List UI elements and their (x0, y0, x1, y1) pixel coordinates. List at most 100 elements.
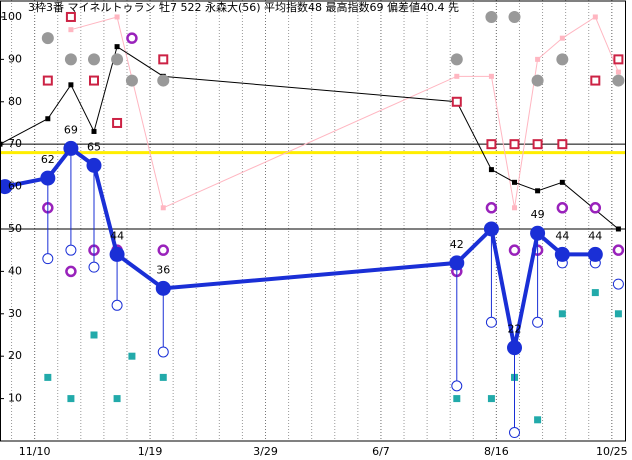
point (157, 346, 169, 358)
y-tick-label: 100 (1, 10, 22, 23)
point (109, 246, 125, 262)
x-tick-label: 1/19 (138, 445, 163, 458)
point (128, 352, 136, 360)
y-tick-label: 10 (8, 392, 22, 405)
point (592, 14, 598, 20)
point (88, 75, 99, 86)
series-line (0, 45, 619, 230)
point (113, 395, 121, 403)
point (125, 74, 138, 87)
value-label: 44 (110, 229, 124, 242)
y-tick-label: 30 (8, 307, 22, 320)
point (65, 265, 77, 278)
point (450, 53, 463, 66)
point (126, 32, 138, 44)
point (158, 54, 169, 65)
x-tick-label: 8/16 (484, 445, 509, 458)
point (559, 179, 565, 185)
point (532, 139, 543, 150)
point (454, 73, 460, 79)
y-tick-label: 90 (8, 52, 22, 65)
point (41, 32, 54, 45)
y-tick-label: 70 (8, 137, 22, 150)
point (87, 53, 100, 66)
value-label: 69 (64, 123, 78, 136)
point (90, 331, 98, 339)
point (63, 140, 79, 156)
point (512, 179, 518, 185)
point (615, 226, 621, 232)
value-label: 42 (450, 238, 464, 251)
y-tick-label: 60 (8, 180, 22, 193)
point (483, 221, 499, 237)
point (508, 244, 521, 256)
point (114, 14, 120, 20)
point (68, 27, 74, 33)
point (485, 316, 497, 328)
point (558, 310, 566, 318)
point (155, 280, 171, 296)
point (512, 205, 518, 211)
point (453, 395, 461, 403)
y-tick-label: 40 (8, 264, 22, 277)
point (587, 246, 603, 262)
point (485, 202, 498, 214)
point (114, 44, 120, 50)
point (485, 10, 498, 23)
point (534, 416, 542, 424)
series-line (70, 16, 619, 209)
value-label: 36 (156, 263, 170, 276)
point (67, 395, 75, 403)
point (556, 202, 569, 214)
point (160, 205, 166, 211)
point (488, 73, 494, 79)
point (486, 139, 497, 150)
point (0, 141, 3, 147)
point (65, 244, 77, 256)
point (557, 139, 568, 150)
value-label: 44 (555, 229, 569, 242)
point (112, 117, 123, 128)
point (111, 53, 124, 66)
point (42, 253, 54, 265)
point (449, 255, 465, 271)
x-tick-label: 3/29 (253, 445, 278, 458)
x-tick-label: 6/7 (372, 445, 390, 458)
point (509, 427, 521, 439)
point (91, 128, 97, 134)
point (45, 116, 51, 122)
plot-frame (0, 0, 626, 442)
value-label: 62 (41, 153, 55, 166)
point (65, 11, 76, 22)
point (535, 56, 541, 62)
point (554, 246, 570, 262)
point (615, 69, 621, 75)
point (507, 340, 523, 356)
point (451, 96, 462, 107)
x-tick-label: 11/10 (19, 445, 51, 458)
point (159, 373, 167, 381)
point (86, 157, 102, 173)
point (488, 167, 494, 173)
point (556, 53, 569, 66)
point (531, 74, 544, 87)
point (111, 299, 123, 311)
point (530, 225, 546, 241)
y-tick-label: 50 (8, 222, 22, 235)
point (40, 170, 56, 186)
point (591, 289, 599, 297)
point (88, 261, 100, 273)
point (487, 395, 495, 403)
point (157, 74, 170, 87)
value-label: 44 (588, 229, 602, 242)
point (508, 10, 521, 23)
chart-title: 3枠3番 マイネルトゥラン 牡7 522 永森大(56) 平均指数48 最高指数… (28, 0, 459, 14)
point (0, 179, 13, 195)
y-tick-label: 20 (8, 349, 22, 362)
point (612, 278, 624, 290)
point (589, 202, 602, 214)
point (590, 75, 601, 86)
y-tick-label: 80 (8, 95, 22, 108)
